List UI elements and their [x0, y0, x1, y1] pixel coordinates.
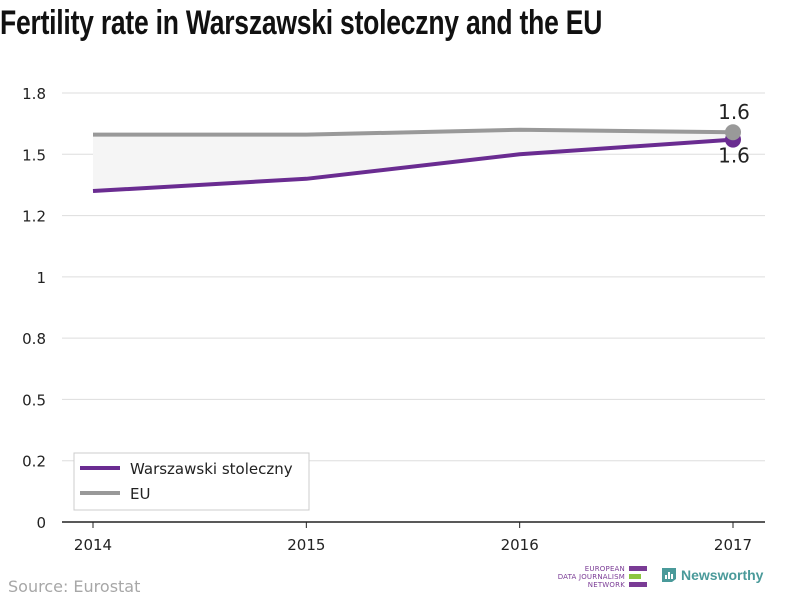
y-tick-label: 1.5 — [22, 146, 46, 164]
legend: Warszawski stoleczny EU — [73, 452, 310, 511]
difference-band — [93, 129, 733, 192]
series-line — [92, 137, 734, 194]
newsworthy-label: Newsworthy — [681, 567, 764, 583]
x-tick-label: 2016 — [501, 536, 539, 554]
y-tick-label: 1 — [36, 269, 46, 287]
y-tick-label: 0 — [36, 514, 46, 532]
legend-label: Warszawski stoleczny — [130, 460, 293, 478]
y-tick-label: 0.2 — [22, 453, 46, 471]
y-tick-label: 0.8 — [22, 330, 46, 348]
newsworthy-icon — [662, 568, 676, 582]
legend-label: EU — [130, 485, 150, 503]
edjnet-bars-icon — [629, 566, 647, 590]
edjnet-logo[interactable]: EUROPEAN DATA JOURNALISM NETWORK — [556, 565, 651, 591]
edjnet-line-3: NETWORK — [587, 581, 625, 589]
edjnet-line-1: EUROPEAN — [584, 565, 625, 573]
y-tick-label: 1.8 — [22, 85, 46, 103]
end-label: 1.6 — [718, 100, 750, 124]
y-tick-label: 0.5 — [22, 391, 46, 409]
y-tick-label: 1.2 — [22, 208, 46, 226]
end-point-marker — [725, 124, 741, 141]
chart-title: Fertility rate in Warszawski stoleczny a… — [0, 4, 603, 42]
legend-box — [73, 452, 310, 511]
edjnet-line-2: DATA JOURNALISM — [557, 573, 625, 581]
series-line — [93, 127, 734, 137]
x-tick-label: 2015 — [287, 536, 325, 554]
x-tick-label: 2017 — [714, 536, 752, 554]
source-note: Source: Eurostat — [8, 577, 141, 596]
newsworthy-logo[interactable]: Newsworthy — [661, 567, 763, 583]
end-label: 1.6 — [718, 144, 750, 168]
x-tick-label: 2014 — [74, 536, 112, 554]
